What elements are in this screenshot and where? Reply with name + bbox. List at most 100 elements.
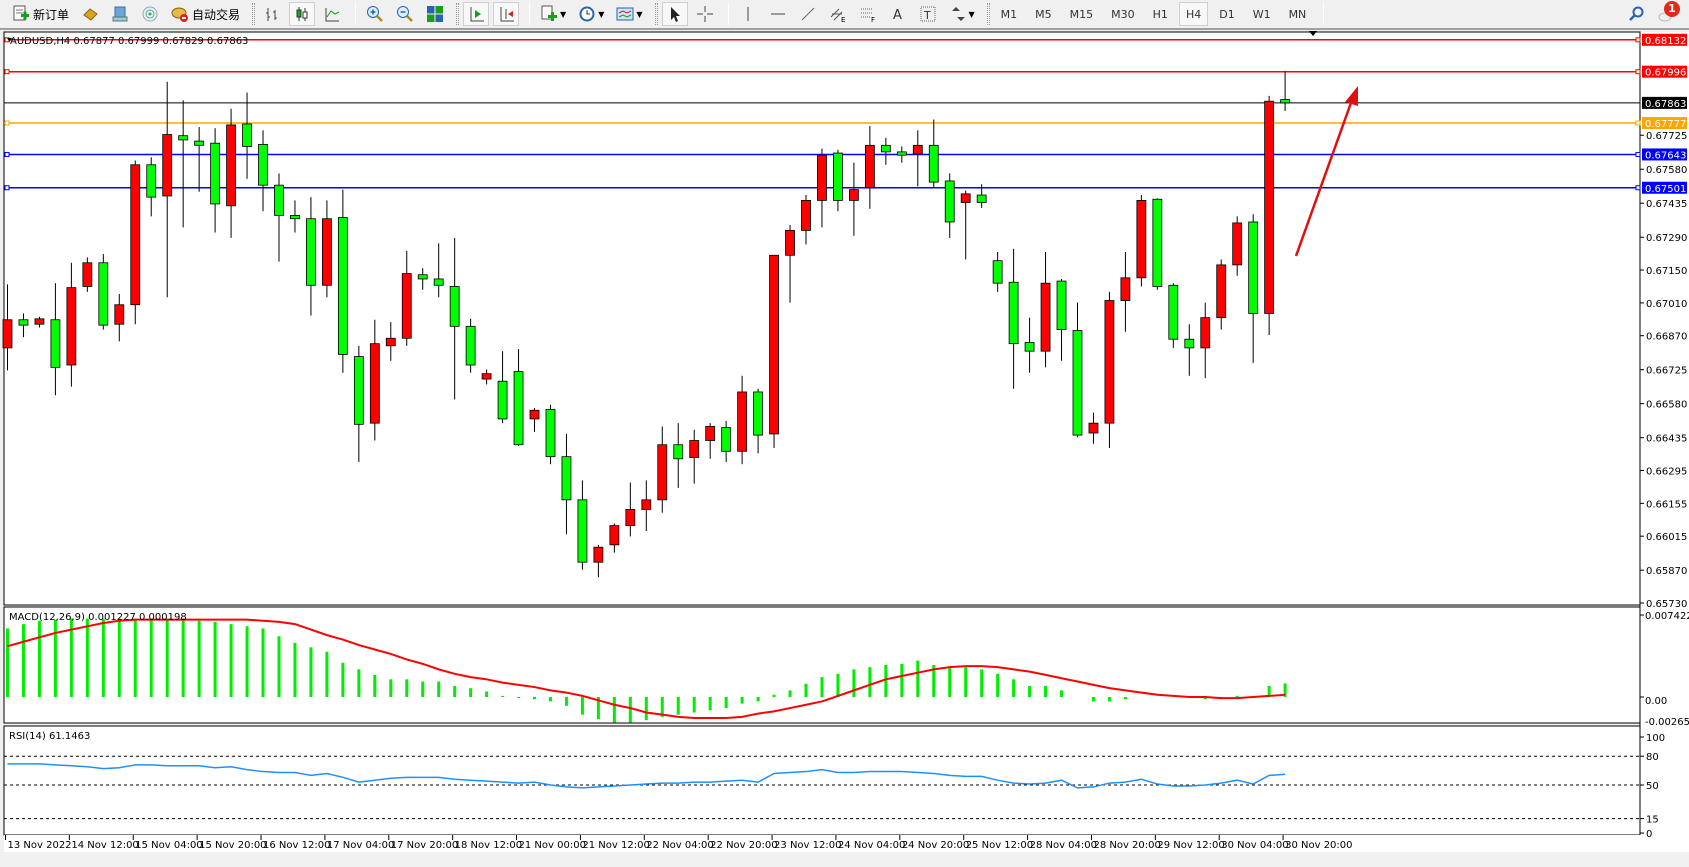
auto-trading-button[interactable]: 自动交易 <box>167 2 244 26</box>
candle[interactable] <box>641 480 652 532</box>
candle[interactable] <box>545 404 556 465</box>
text-label-button[interactable]: T <box>915 2 941 26</box>
line-anchor-right[interactable] <box>1635 151 1641 157</box>
market-watch-button[interactable] <box>77 2 103 26</box>
tile-windows-button[interactable] <box>422 2 448 26</box>
main-pane[interactable] <box>3 31 1641 606</box>
toolbar-grip[interactable] <box>252 3 256 25</box>
time-axis[interactable] <box>4 835 1689 852</box>
timeframe-h1[interactable]: H1 <box>1152 7 1168 21</box>
candle[interactable] <box>769 254 779 449</box>
candle[interactable] <box>162 81 173 298</box>
search-button[interactable] <box>1623 2 1649 26</box>
price-axis[interactable] <box>1640 32 1689 835</box>
candle[interactable] <box>1264 95 1275 335</box>
toolbar-grip[interactable] <box>456 3 460 25</box>
candle[interactable] <box>130 160 141 325</box>
line-anchor-left[interactable] <box>4 69 10 75</box>
autoscroll-button[interactable] <box>493 2 520 26</box>
candle[interactable] <box>1024 317 1035 373</box>
chart-window[interactable]: 0.67725 0.67580 0.67435 0.67290 0.67150 0.670… <box>0 30 1689 863</box>
candle[interactable] <box>497 351 508 424</box>
candle[interactable] <box>1056 278 1067 361</box>
line-anchor-right[interactable] <box>1635 37 1641 43</box>
candle[interactable] <box>1232 216 1243 276</box>
line-anchor-right[interactable] <box>1635 185 1641 191</box>
candle[interactable] <box>481 369 492 385</box>
candle[interactable] <box>66 262 77 387</box>
signals-button[interactable] <box>137 2 163 26</box>
line-chart-button[interactable] <box>319 2 345 26</box>
candle[interactable] <box>657 426 668 513</box>
candle[interactable] <box>449 237 460 400</box>
candle[interactable] <box>417 268 428 290</box>
candle[interactable] <box>593 544 604 578</box>
candle[interactable] <box>609 523 620 553</box>
timeframe-m5[interactable]: M5 <box>1035 7 1052 21</box>
candle[interactable] <box>721 421 732 463</box>
new-chart-button[interactable]: ▼ <box>536 2 570 26</box>
candle[interactable] <box>50 283 61 396</box>
line-anchor-left[interactable] <box>4 151 10 157</box>
bar-chart-button[interactable] <box>259 2 285 26</box>
horizontal-line-button[interactable] <box>765 2 791 26</box>
periods-button[interactable]: ▼ <box>574 2 608 26</box>
red-arrow-drawing[interactable] <box>1294 86 1358 257</box>
equidistant-channel-button[interactable]: E <box>825 2 851 26</box>
fibonacci-button[interactable]: F <box>855 2 881 26</box>
templates-button[interactable]: ▼ <box>612 2 646 26</box>
candle[interactable] <box>625 482 636 537</box>
trendline-button[interactable] <box>795 2 821 26</box>
chart-canvas[interactable]: 0.67725 0.67580 0.67435 0.67290 0.67150 0.670… <box>0 30 1689 863</box>
candle[interactable] <box>401 251 412 346</box>
timeframe-mn[interactable]: MN <box>1288 7 1307 21</box>
candle[interactable] <box>242 92 252 179</box>
candle[interactable] <box>1136 195 1147 287</box>
line-anchor-left[interactable] <box>4 185 10 191</box>
chart-menu-triangle-icon[interactable] <box>7 38 12 42</box>
candle[interactable] <box>833 149 843 212</box>
candle[interactable] <box>1040 251 1051 368</box>
candle[interactable] <box>210 128 221 233</box>
candle[interactable] <box>1168 283 1179 348</box>
candle[interactable] <box>258 130 268 212</box>
candle[interactable] <box>114 293 125 342</box>
candle[interactable] <box>1072 302 1083 438</box>
candle[interactable] <box>433 243 444 298</box>
new-order-button[interactable]: 新订单 <box>8 2 73 26</box>
candle[interactable] <box>1216 259 1227 330</box>
chart-shift-marker[interactable] <box>1309 31 1317 36</box>
line-anchor-right[interactable] <box>1635 120 1641 126</box>
candle[interactable] <box>194 127 205 192</box>
candle[interactable] <box>880 137 891 165</box>
candle[interactable] <box>1120 251 1131 332</box>
candle[interactable] <box>1184 324 1195 376</box>
candle[interactable] <box>849 162 859 236</box>
candle[interactable] <box>976 184 987 208</box>
candle[interactable] <box>529 408 540 432</box>
candle[interactable] <box>753 388 763 454</box>
zoom-in-button[interactable] <box>362 2 388 26</box>
candle[interactable] <box>369 319 380 441</box>
candle[interactable] <box>864 126 875 209</box>
candle[interactable] <box>385 322 396 361</box>
candle[interactable] <box>992 251 1003 292</box>
candle[interactable] <box>561 433 572 535</box>
candle[interactable] <box>321 200 332 298</box>
candle[interactable] <box>82 257 93 292</box>
candle[interactable] <box>18 313 29 338</box>
candle[interactable] <box>928 119 939 188</box>
navigator-button[interactable] <box>107 2 133 26</box>
zoom-out-button[interactable] <box>392 2 418 26</box>
candle[interactable] <box>146 157 157 217</box>
candle[interactable] <box>896 146 907 163</box>
candlestick-button[interactable] <box>289 2 316 26</box>
candle[interactable] <box>2 284 13 371</box>
candle[interactable] <box>705 423 716 459</box>
timeframe-h4[interactable]: H4 <box>1178 2 1209 26</box>
candle[interactable] <box>1280 70 1290 111</box>
candle[interactable] <box>785 225 795 303</box>
candle[interactable] <box>801 195 811 245</box>
timeframe-m30[interactable]: M30 <box>1111 7 1135 21</box>
timeframe-w1[interactable]: W1 <box>1252 7 1271 21</box>
